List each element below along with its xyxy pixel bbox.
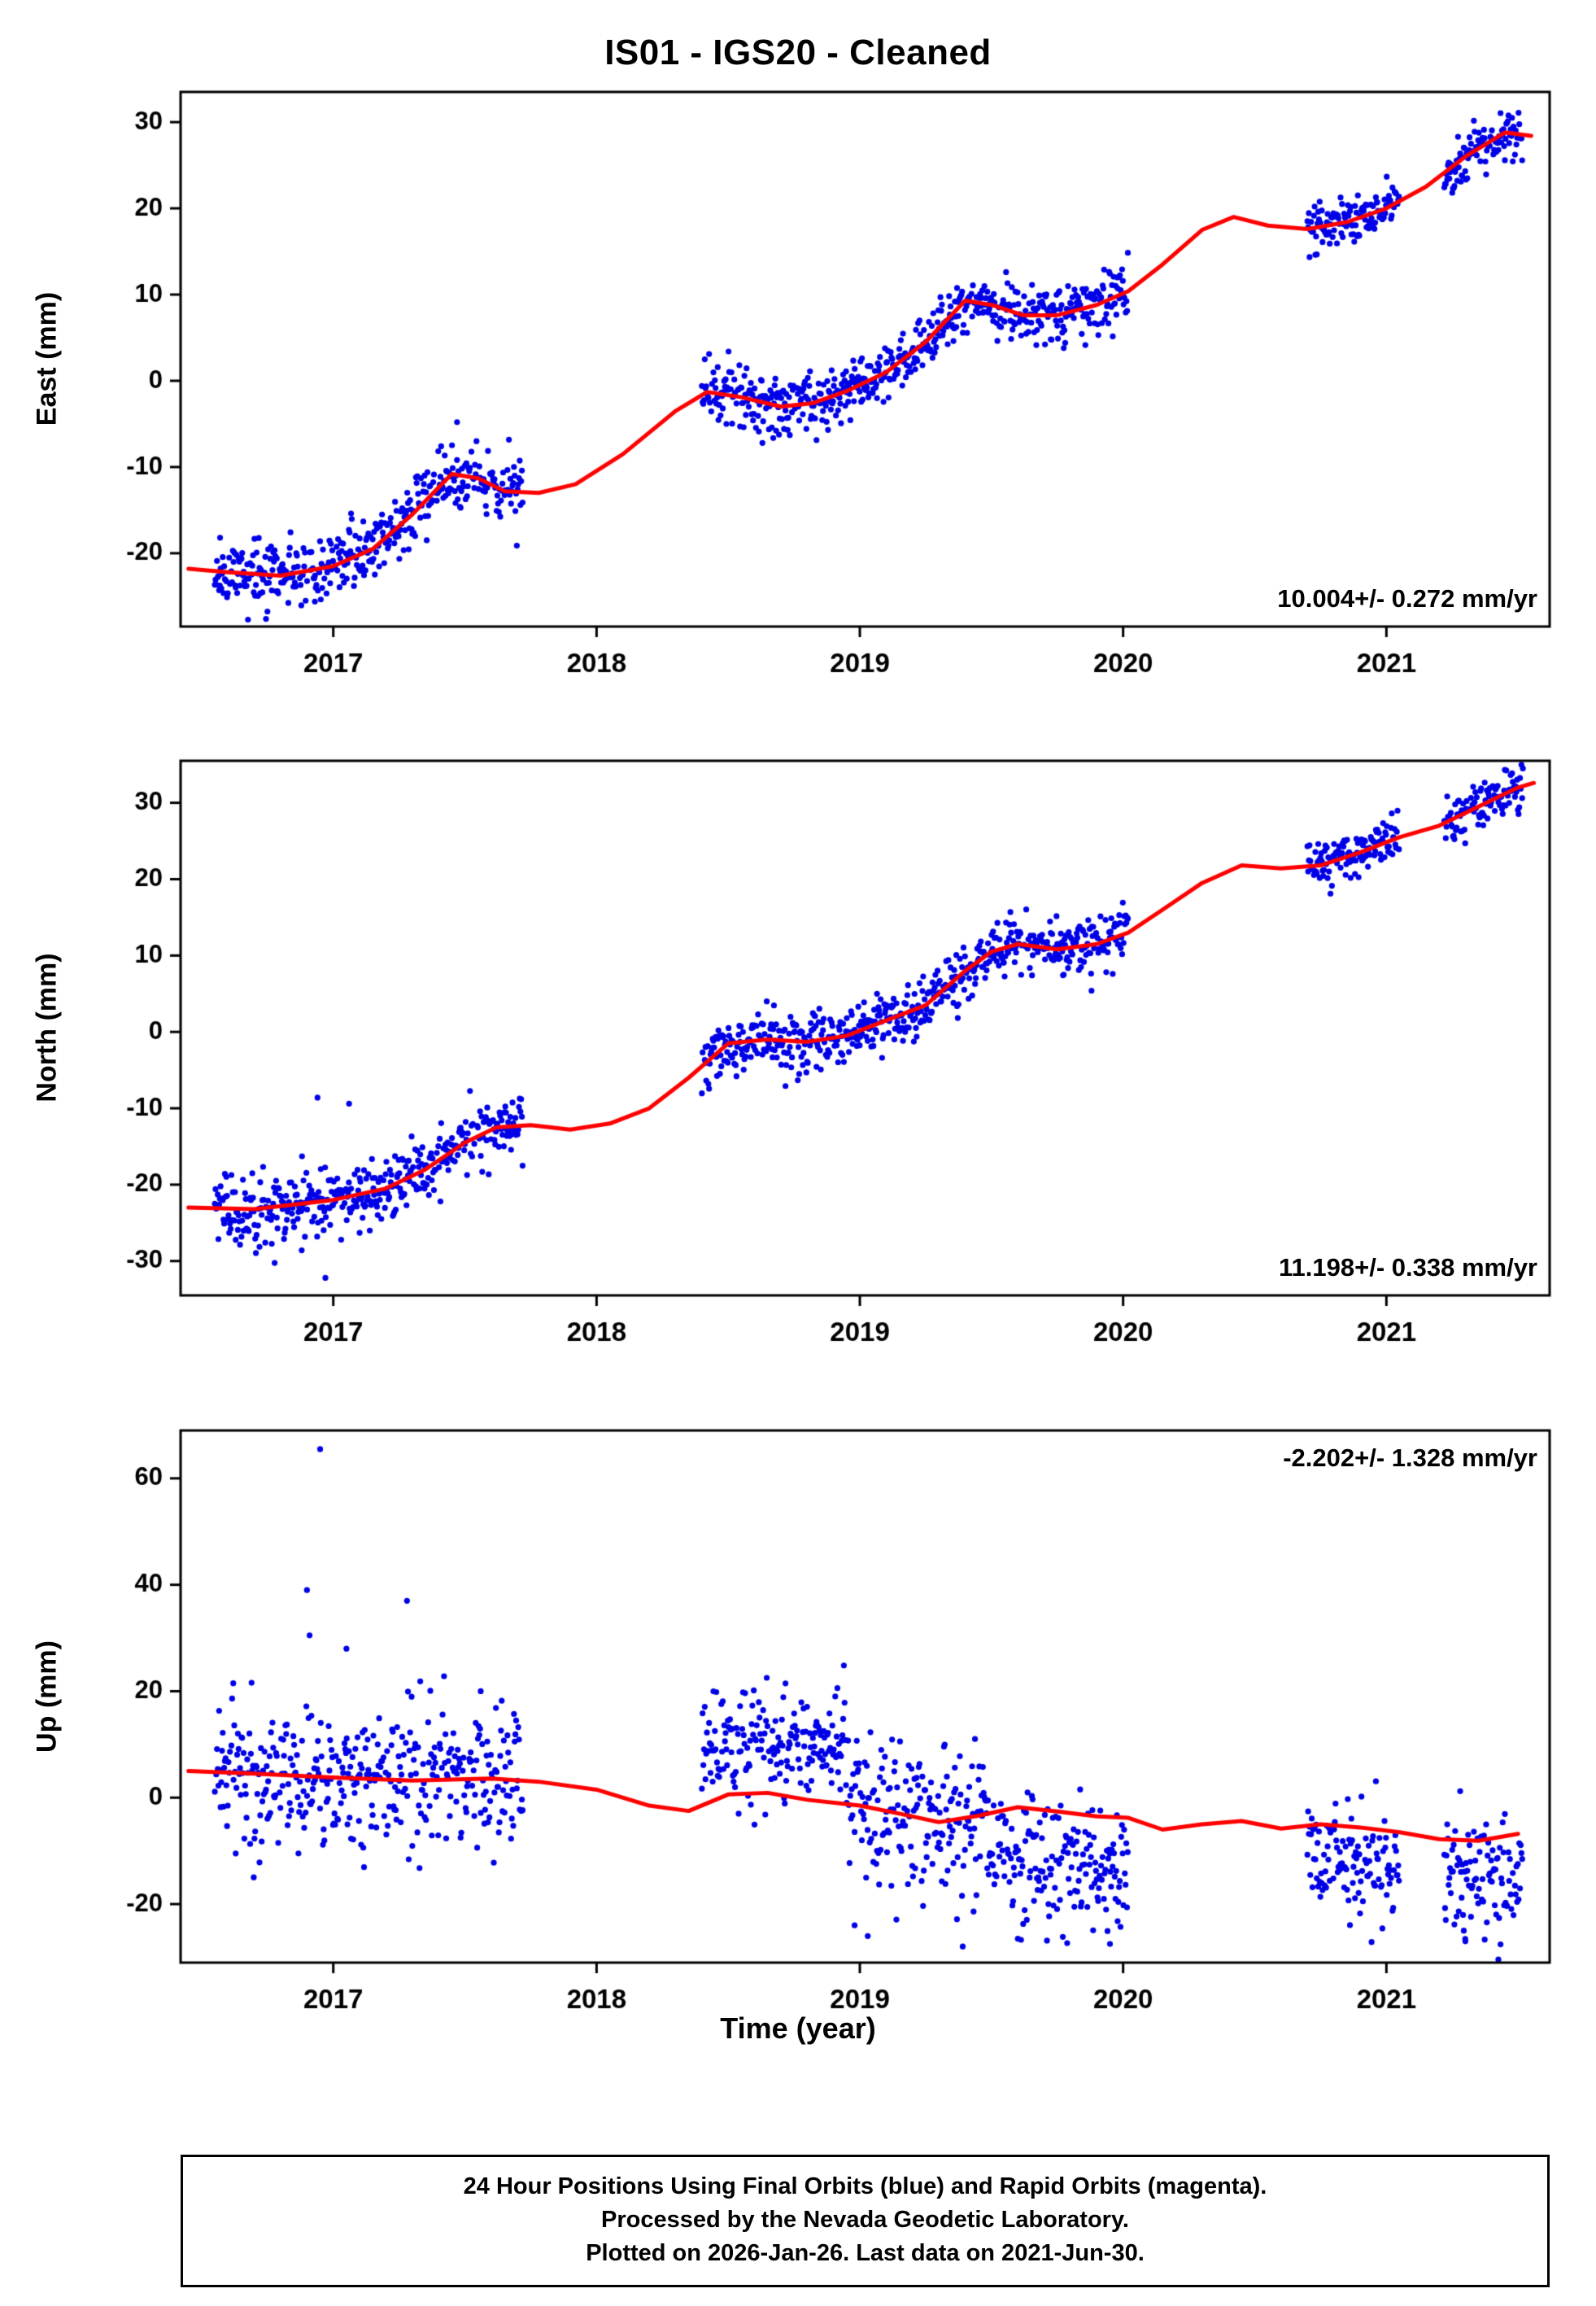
page-title: IS01 - IGS20 - Cleaned <box>604 33 992 72</box>
rate-annotation-up: -2.202+/- 1.328 mm/yr <box>1283 1443 1537 1472</box>
rate-annotation-north: 11.198+/- 0.338 mm/yr <box>1279 1253 1537 1282</box>
footer-line-plotted-date: Plotted on 2026-Jan-26. Last data on 202… <box>586 2240 1145 2266</box>
footer-line-orbits: 24 Hour Positions Using Final Orbits (bl… <box>463 2173 1267 2199</box>
footer-note-box: 24 Hour Positions Using Final Orbits (bl… <box>181 2155 1550 2287</box>
y-axis-label-east: East (mm) <box>31 291 63 426</box>
x-axis-label: Time (year) <box>720 2011 876 2045</box>
y-axis-label-up: Up (mm) <box>31 1640 63 1753</box>
rate-annotation-east: 10.004+/- 0.272 mm/yr <box>1277 584 1537 613</box>
y-axis-label-north: North (mm) <box>31 953 63 1103</box>
footer-line-processed-by: Processed by the Nevada Geodetic Laborat… <box>601 2207 1129 2233</box>
